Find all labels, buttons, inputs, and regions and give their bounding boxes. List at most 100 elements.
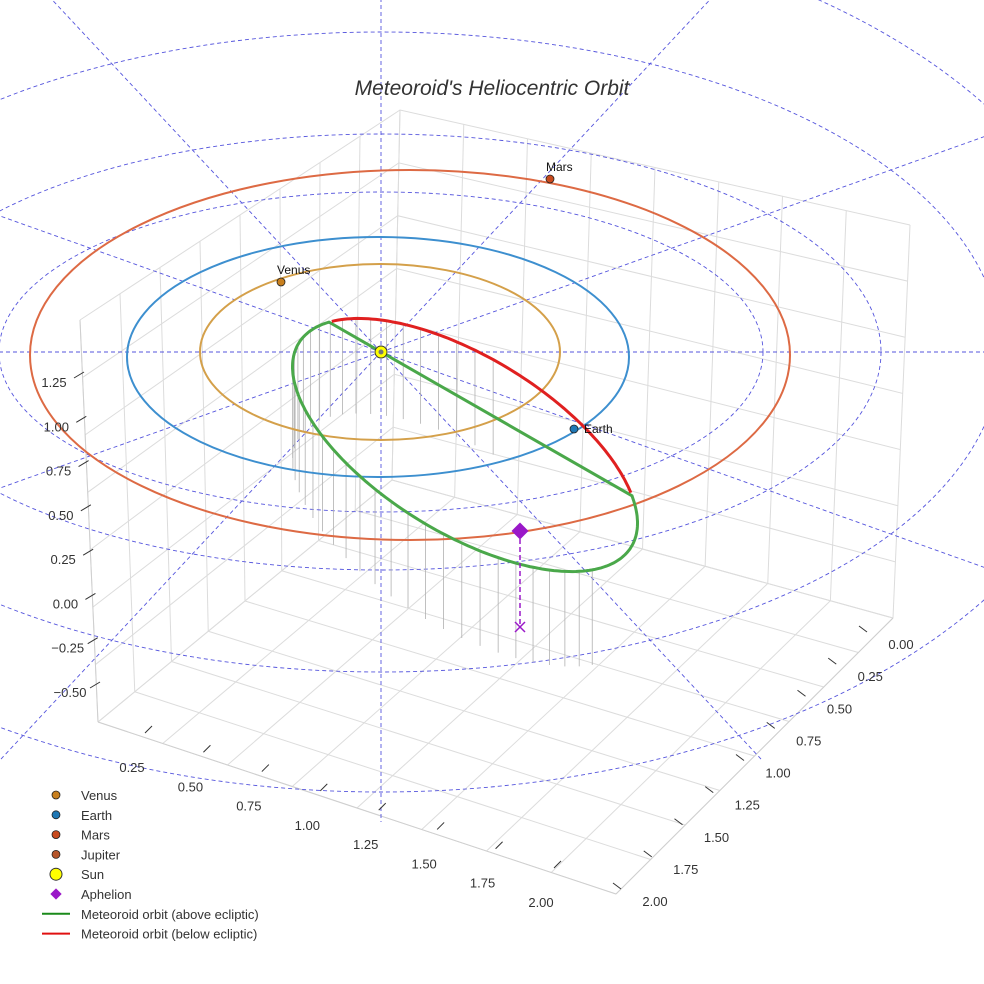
wall-grid-line [892, 224, 911, 619]
meteoroid-drop-lines [292, 318, 593, 667]
y-tick-mark [858, 625, 868, 633]
reference-circle [0, 31, 984, 673]
z-tick-label: 0.00 [53, 596, 78, 611]
x-tick-label: 0.75 [236, 799, 261, 814]
x-tick-label: 2.00 [528, 895, 553, 910]
z-tick-mark [87, 637, 98, 645]
planet-marker-earth [569, 424, 579, 434]
legend-label: Mars [81, 828, 110, 843]
wall-grid-line [82, 162, 908, 378]
wall-grid-line [199, 241, 209, 632]
y-tick-label: 1.00 [765, 766, 790, 781]
y-tick-mark [612, 882, 622, 890]
y-tick-mark [704, 786, 714, 794]
legend-label: Venus [81, 788, 118, 803]
z-tick-mark [82, 548, 94, 556]
y-tick-label: 2.00 [642, 894, 667, 909]
legend-marker-circle [51, 830, 61, 839]
legend: Venus Earth Mars Jupiter Sun Aphelion Meteoroi… [42, 788, 259, 942]
wall-grid-line [279, 188, 283, 571]
z-tick-mark [73, 371, 85, 379]
floor-grid-line [318, 540, 824, 688]
y-tick-label: 1.75 [673, 862, 698, 877]
x-tick-label: 1.25 [353, 837, 378, 852]
x-tick-mark [495, 841, 503, 850]
z-tick-label: 0.75 [46, 464, 71, 479]
z-tick-mark [89, 681, 101, 689]
planet-marker-venus [276, 277, 286, 287]
reference-spoke [380, 136, 984, 353]
y-tick-mark [643, 850, 653, 858]
floor-grid-line [355, 509, 859, 653]
wall-grid-line [354, 136, 361, 511]
legend-label: Jupiter [81, 847, 121, 862]
y-tick-mark [735, 754, 745, 761]
planet-label-mars: Mars [546, 160, 573, 174]
reference-spoke [0, 351, 382, 760]
reference-spoke [380, 351, 762, 760]
wall-grid-line [159, 267, 172, 662]
x-tick-mark [144, 725, 153, 734]
legend-marker-diamond [50, 888, 62, 900]
orbit-mars [29, 169, 791, 541]
orbit-venus [199, 263, 561, 441]
legend-label: Earth [81, 808, 112, 823]
legend-marker-circle [51, 790, 61, 800]
wall-grid-line [95, 426, 896, 665]
wall-grid-line [97, 479, 894, 723]
z-tick-mark [85, 592, 96, 600]
y-tick-label: 0.50 [827, 701, 852, 716]
floor-grid-line [550, 600, 831, 873]
z-tick-label: 0.25 [50, 552, 75, 567]
aphelion-marker [511, 522, 529, 540]
y-tick-mark [797, 689, 806, 697]
reference-spoke [0, 215, 382, 353]
y-tick-mark [766, 721, 776, 729]
orbit-earth [126, 236, 630, 478]
wall-grid-line [92, 373, 898, 608]
z-tick-label: 1.00 [44, 419, 69, 434]
x-tick-mark [261, 764, 270, 772]
reference-spoke [380, 0, 711, 353]
x-tick-mark [436, 822, 445, 830]
x-tick-mark [203, 744, 211, 753]
z-tick-mark [80, 504, 92, 512]
body-markers: Venus Earth Mars [276, 160, 613, 633]
wall-grid-line [391, 109, 401, 481]
wall-grid-line [579, 153, 592, 532]
wall-grid-line [119, 293, 136, 692]
y-tick-label: 1.25 [735, 798, 760, 813]
x-tick-mark [378, 802, 387, 811]
wall-grid-line [79, 109, 911, 321]
wall-grid-line [454, 124, 465, 498]
floor-grid-line [421, 565, 706, 830]
x-tick-mark [319, 783, 328, 792]
y-tick-label: 1.50 [704, 830, 729, 845]
meteoroid-orbit-above [291, 320, 639, 574]
wall-grid-line [84, 215, 906, 436]
legend-label: Aphelion [81, 887, 132, 902]
legend-label: Meteoroid orbit (above ecliptic) [81, 907, 259, 922]
planet-orbits [29, 169, 791, 541]
legend-marker-circle [51, 850, 61, 859]
floor-grid-line [281, 570, 790, 722]
floor-grid-line [486, 583, 769, 852]
x-axis-line [97, 721, 617, 895]
legend-marker-circle [51, 810, 61, 820]
polar-reference-grid [0, 0, 984, 822]
wall-grid-line [642, 167, 656, 550]
reference-spoke [380, 351, 984, 568]
reference-spoke [51, 0, 382, 353]
z-tick-label: −0.50 [54, 685, 87, 700]
y-tick-label: 0.00 [888, 637, 913, 652]
y-axis-line [615, 617, 894, 895]
x-tick-label: 1.75 [470, 876, 495, 891]
floor-grid-line [244, 600, 755, 757]
meteoroid-orbit-below [331, 316, 633, 494]
planet-label-earth: Earth [584, 422, 613, 436]
aphelion-projection-marker [514, 621, 526, 633]
legend-label: Sun [81, 867, 104, 882]
y-tick-label: 0.75 [796, 733, 821, 748]
chart-title: Meteoroid's Heliocentric Orbit [355, 77, 631, 100]
